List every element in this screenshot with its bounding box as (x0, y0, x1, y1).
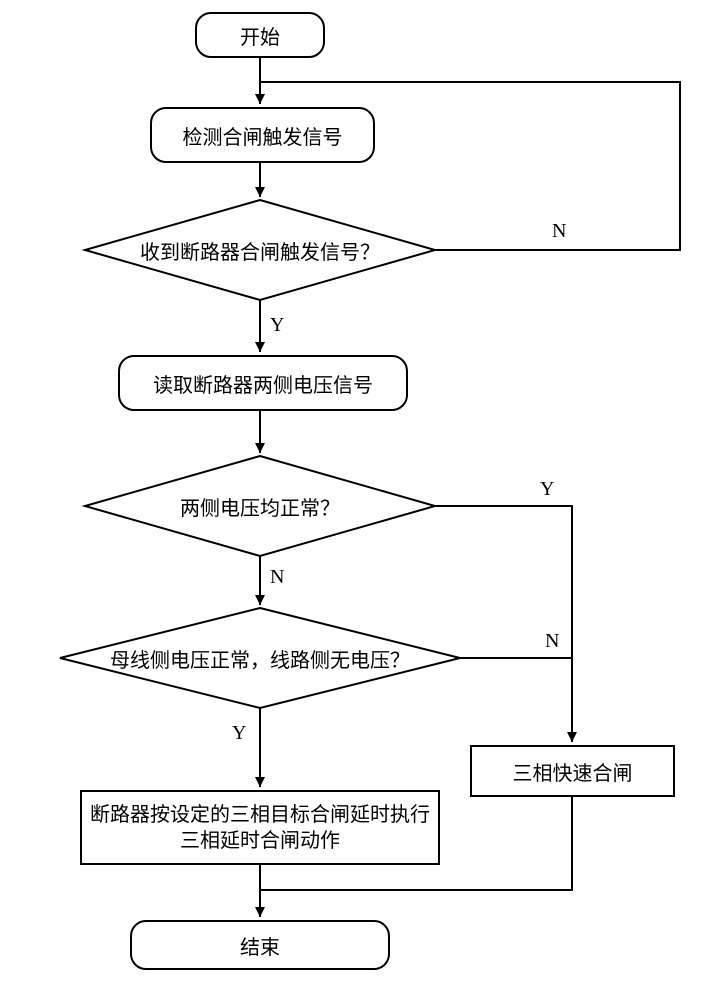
end-label: 结束 (240, 931, 280, 960)
detect-node: 检测合闸触发信号 (150, 107, 375, 163)
decision-2: 两侧电压均正常？ (85, 456, 435, 556)
decision-1-label: 收到断路器合闸触发信号？ (140, 236, 380, 265)
read-label: 读取断路器两侧电压信号 (153, 369, 373, 398)
decision-3: 母线侧电压正常，线路侧无电压？ (60, 608, 460, 708)
detect-label: 检测合闸触发信号 (183, 121, 343, 150)
start-node: 开始 (195, 12, 325, 58)
dec1-n-label: N (552, 220, 566, 243)
delay-label: 断路器按设定的三相目标合闸延时执行三相延时合闸动作 (90, 802, 430, 854)
read-node: 读取断路器两侧电压信号 (118, 355, 408, 411)
dec3-n-label: N (545, 630, 559, 653)
delay-node: 断路器按设定的三相目标合闸延时执行三相延时合闸动作 (80, 790, 440, 865)
fast-label: 三相快速合闸 (513, 757, 633, 786)
fast-node: 三相快速合闸 (470, 745, 675, 797)
decision-2-label: 两侧电压均正常？ (180, 492, 340, 521)
dec2-y-label: Y (540, 478, 554, 501)
decision-1: 收到断路器合闸触发信号？ (85, 200, 435, 300)
start-label: 开始 (240, 21, 280, 50)
dec2-n-label: N (270, 566, 284, 589)
dec1-y-label: Y (270, 314, 284, 337)
decision-3-label: 母线侧电压正常，线路侧无电压？ (110, 644, 410, 673)
end-node: 结束 (130, 920, 390, 970)
dec3-y-label: Y (232, 722, 246, 745)
